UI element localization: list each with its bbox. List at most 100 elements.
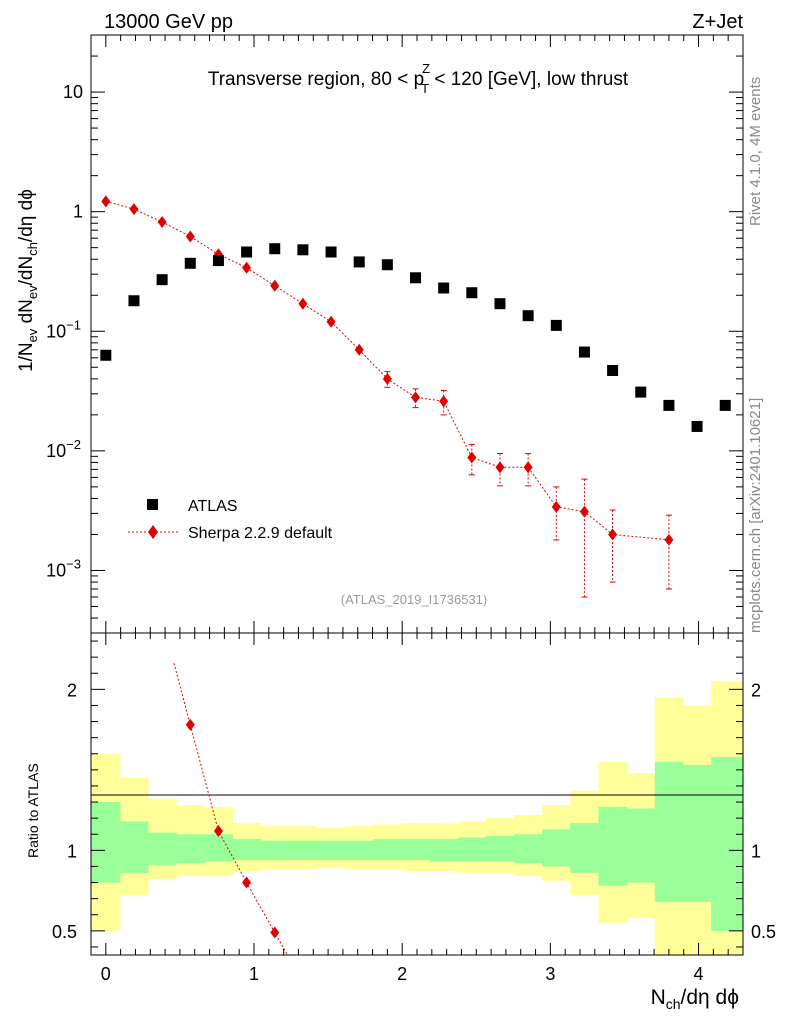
sherpa-point (157, 215, 167, 228)
ratio-green-band (514, 834, 543, 864)
ratio-green-band (260, 840, 290, 861)
atlas-point (550, 319, 562, 331)
legend-sherpa-marker (148, 525, 158, 539)
chart-title-pre: Transverse region, 80 < p (208, 69, 424, 90)
mcplots-label: mcplots.cern.ch [arXiv:2401.10621] (747, 398, 764, 633)
sherpa-point (242, 261, 252, 274)
ratio-green-band (682, 765, 712, 902)
ratio-green-band (429, 839, 459, 862)
x-tick-label: 3 (545, 964, 555, 984)
ratio-sherpa-point (242, 876, 252, 889)
atlas-series (100, 243, 731, 432)
legend: ATLAS Sherpa 2.2.9 default (128, 498, 333, 542)
ratio-green-band (316, 840, 346, 861)
ratio-sherpa-line (173, 663, 289, 955)
y-tick-label-1e-3: 10−3 (46, 556, 81, 580)
sherpa-line (105, 200, 669, 541)
ratio-green-band (654, 761, 684, 902)
sherpa-point (439, 395, 449, 408)
chart-title-sub: T (421, 81, 429, 96)
atlas-point (353, 256, 365, 268)
ratio-y-tick-label: 0.5 (52, 922, 77, 942)
ratio-y-tick-label: 1 (67, 841, 77, 861)
sherpa-point (382, 372, 392, 385)
ratio-y-axis-label: Ratio to ATLAS (25, 763, 41, 858)
ratio-green-band (176, 834, 205, 864)
sherpa-point (608, 528, 618, 541)
ratio-green-band (204, 834, 234, 862)
legend-atlas-marker (147, 499, 158, 510)
main-plot-frame (90, 34, 744, 634)
ratio-green-band (288, 840, 318, 861)
x-tick-label: 1 (249, 964, 259, 984)
ratio-green-band (457, 837, 487, 862)
atlas-point (494, 298, 506, 310)
rivet-label: Rivet 4.1.0, 4M events (747, 77, 764, 226)
ratio-green-band (485, 835, 515, 862)
sherpa-point (354, 343, 364, 356)
sherpa-point (664, 533, 674, 546)
atlas-point (635, 386, 647, 398)
ratio-green-band (711, 756, 743, 931)
sherpa-point (551, 500, 561, 513)
ratio-y-tick-label-right: 2 (751, 680, 761, 700)
chart-title-sup: Z (422, 61, 430, 76)
sherpa-point (185, 230, 195, 243)
chart-title-post: < 120 [GeV], low thrust (429, 69, 629, 90)
y-tick-label-1e-2: 10−2 (46, 437, 81, 461)
ratio-green-band (542, 829, 571, 867)
sherpa-series (101, 195, 674, 598)
chart-title: Transverse region, 80 < pZ T < 120 [GeV],… (208, 61, 629, 96)
atlas-point (241, 246, 253, 258)
atlas-point (607, 364, 619, 376)
ratio-green-band (119, 821, 149, 873)
ratio-green-band (232, 839, 262, 861)
atlas-point (128, 295, 140, 307)
x-tick-label: 0 (101, 964, 111, 984)
ratio-sherpa-point (185, 718, 195, 731)
axes: 0 1 2 3 4 10 1 10−1 10−2 10−3 0.5 0.5 1 1 2 2 (46, 34, 776, 984)
x-tick-label: 4 (694, 964, 704, 984)
ratio-y-tick-label: 2 (67, 680, 77, 700)
y-axis-label: 1/Nev dNev/dNch/dη dϕ (16, 189, 40, 372)
sherpa-point (579, 505, 589, 518)
sherpa-point (523, 461, 533, 474)
ratio-green-band (91, 802, 121, 883)
analysis-id: (ATLAS_2019_I1736531) (341, 592, 487, 607)
atlas-point (466, 287, 478, 299)
ratio-y-tick-label-right: 1 (751, 841, 761, 861)
ratio-sherpa-point (213, 825, 223, 838)
sherpa-point (495, 461, 505, 474)
ratio-green-band (626, 808, 656, 883)
ratio-green-band (148, 832, 177, 865)
atlas-point (522, 310, 534, 322)
y-tick-label-10: 10 (63, 82, 83, 102)
atlas-point (410, 272, 422, 284)
ratio-green-band (373, 839, 402, 861)
x-tick-label: 2 (397, 964, 407, 984)
y-tick-label-1: 1 (73, 202, 83, 222)
atlas-point (184, 257, 196, 269)
ratio-green-band (401, 839, 431, 861)
atlas-point (297, 244, 309, 256)
ratio-green-band (345, 840, 374, 861)
atlas-point (381, 259, 393, 271)
legend-atlas-label: ATLAS (188, 498, 238, 515)
atlas-point (100, 349, 112, 361)
sherpa-point (129, 203, 139, 216)
atlas-point (325, 246, 337, 258)
atlas-point (212, 255, 224, 267)
sherpa-point (467, 451, 477, 464)
x-axis-label: Nch/dη dϕ (651, 986, 739, 1012)
sherpa-point (270, 279, 280, 292)
ratio-bands (91, 681, 743, 955)
header-left: 13000 GeV pp (104, 11, 233, 33)
atlas-point (719, 399, 731, 411)
atlas-point (438, 282, 450, 294)
ratio-green-band (570, 822, 600, 873)
atlas-point (663, 399, 675, 411)
atlas-point (269, 243, 281, 255)
y-tick-label-1e-1: 10−1 (46, 317, 81, 341)
ratio-y-tick-label-right: 0.5 (751, 922, 776, 942)
